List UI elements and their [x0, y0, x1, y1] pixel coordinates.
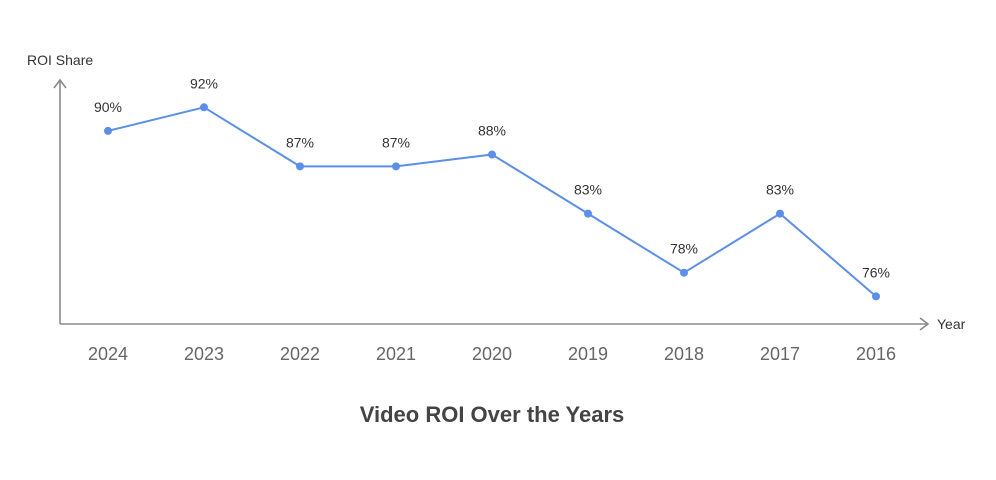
data-label-2016: 76% [862, 264, 890, 280]
x-tick-2020: 2020 [472, 344, 512, 364]
data-label-2023: 92% [190, 75, 218, 91]
data-label-2022: 87% [286, 134, 314, 150]
series-layer: 90% 92% 87% 87% 88% 83% 78% 83% 76% [94, 75, 890, 301]
data-label-2019: 83% [574, 182, 602, 198]
data-label-2017: 83% [766, 182, 794, 198]
x-tick-2023: 2023 [184, 344, 224, 364]
data-point-2020[interactable] [488, 150, 496, 159]
chart-title: Video ROI Over the Years [360, 402, 625, 427]
x-axis-title: Year [937, 316, 966, 332]
data-point-2021[interactable] [392, 162, 400, 171]
x-tick-2024: 2024 [88, 344, 128, 364]
data-point-2022[interactable] [296, 162, 304, 171]
data-point-2019[interactable] [584, 209, 592, 218]
data-label-2020: 88% [478, 123, 506, 139]
x-tick-2018: 2018 [664, 344, 704, 364]
data-label-2024: 90% [94, 99, 122, 115]
x-tick-2022: 2022 [280, 344, 320, 364]
y-axis-arrow-icon [53, 78, 67, 89]
data-label-2021: 87% [382, 134, 410, 150]
x-tick-2019: 2019 [568, 344, 608, 364]
x-tick-2017: 2017 [760, 344, 800, 364]
x-axis-arrow-icon [919, 317, 930, 331]
axes [53, 78, 930, 331]
data-point-2024[interactable] [104, 126, 112, 135]
x-tick-labels: 2024 2023 2022 2021 2020 2019 2018 2017 2016 [88, 344, 896, 364]
data-point-2017[interactable] [776, 209, 784, 218]
x-tick-2016: 2016 [856, 344, 896, 364]
data-point-2018[interactable] [680, 268, 688, 277]
y-axis-title: ROI Share [27, 52, 93, 68]
x-tick-2021: 2021 [376, 344, 416, 364]
data-point-2016[interactable] [872, 292, 880, 301]
data-point-2023[interactable] [200, 103, 208, 112]
data-label-2018: 78% [670, 241, 698, 257]
